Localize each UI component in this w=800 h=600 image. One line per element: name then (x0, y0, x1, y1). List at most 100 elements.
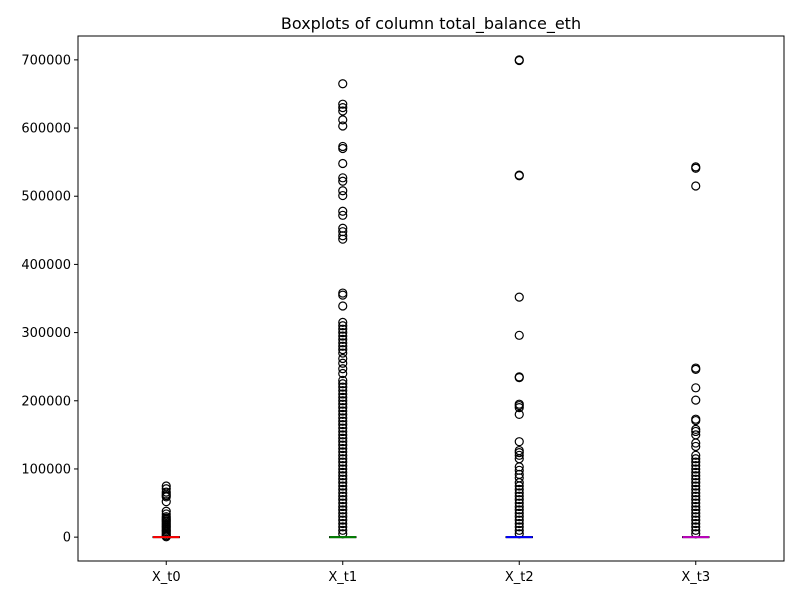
outlier-point (514, 495, 524, 505)
y-tick-label: 500000 (21, 190, 71, 205)
outlier-point (514, 484, 524, 495)
outlier-point (514, 477, 524, 488)
outlier-point (338, 102, 348, 113)
outlier-point (691, 464, 701, 474)
outlier-point (338, 460, 348, 471)
outlier-point (691, 474, 701, 484)
outlier-point (691, 491, 701, 501)
outlier-point (338, 525, 348, 535)
outlier-point (338, 231, 348, 241)
outlier-point (338, 334, 348, 345)
outlier-point (338, 327, 348, 338)
chart-title: Boxplots of column total_balance_eth (281, 14, 581, 34)
y-tick-label: 600000 (21, 122, 71, 137)
outlier-point (161, 497, 171, 507)
outlier-point (691, 450, 701, 460)
outlier-point (338, 437, 348, 447)
outlier-point (338, 416, 348, 426)
outlier-point (338, 396, 348, 406)
outlier-point (338, 341, 348, 351)
outlier-point (338, 186, 348, 196)
outlier-point (514, 330, 524, 340)
outlier-point (338, 79, 348, 89)
outlier-point (338, 471, 348, 481)
outlier-point (338, 368, 348, 379)
outlier-point (338, 406, 348, 416)
outlier-point (338, 158, 348, 169)
outlier-point (691, 457, 701, 467)
axes-frame (77, 35, 785, 562)
outlier-point (514, 55, 524, 66)
outlier-point (338, 457, 348, 467)
outlier-point (338, 488, 348, 498)
outlier-point (514, 402, 524, 413)
outlier-point (338, 467, 348, 477)
outlier-point (691, 488, 701, 498)
outlier-point (338, 348, 348, 358)
outlier-point (338, 115, 348, 125)
outlier-point (338, 301, 348, 311)
outlier-point (338, 501, 348, 512)
plot-area: 0 100000 200000 300000 400000 500000 600000 700… (21, 53, 710, 585)
outlier-point (338, 375, 348, 385)
y-tick-label: 200000 (21, 394, 71, 409)
outlier-point (338, 99, 348, 109)
outlier-point (338, 495, 348, 505)
outlier-point (691, 467, 701, 477)
y-tick-label: 700000 (21, 53, 71, 68)
outlier-point (514, 501, 524, 512)
outlier-point (338, 358, 348, 368)
outlier-point (691, 525, 701, 535)
outlier-point (338, 173, 348, 183)
outlier-point (691, 395, 701, 405)
outlier-point (338, 345, 348, 355)
outlier-point (338, 512, 348, 522)
outlier-point (514, 488, 524, 498)
outlier-point (514, 491, 524, 501)
outlier-point (338, 423, 348, 433)
outlier-point (338, 190, 348, 201)
outlier-point (338, 290, 348, 300)
outlier-point (691, 515, 701, 525)
outlier-point (338, 176, 348, 186)
outlier-point (691, 495, 701, 505)
outlier-point (338, 353, 348, 364)
outlier-point (338, 450, 348, 460)
outlier-point (338, 382, 348, 392)
outlier-point (338, 430, 348, 440)
outlier-point (338, 324, 348, 334)
outlier-point (691, 163, 701, 173)
outlier-point (338, 234, 348, 244)
outlier-point (338, 484, 348, 495)
outlier-point (338, 121, 348, 131)
outlier-point (338, 518, 348, 529)
outlier-point (338, 389, 348, 399)
outlier-point (338, 210, 348, 220)
outlier-point (691, 505, 701, 515)
outlier-point (338, 481, 348, 491)
outlier-point (691, 415, 701, 426)
outlier-point (338, 420, 348, 430)
y-tick-label: 300000 (21, 326, 71, 341)
outlier-point (338, 447, 348, 457)
outlier-point (514, 437, 524, 447)
outlier-point (338, 433, 348, 443)
outlier-point (338, 454, 348, 464)
outlier-point (691, 522, 701, 532)
outlier-point (514, 515, 524, 525)
outlier-point (514, 498, 524, 508)
outlier-point (691, 518, 701, 529)
x-tick-label: X_t1 (328, 570, 357, 585)
outlier-point (691, 460, 701, 471)
outlier-point (514, 508, 524, 518)
y-tick-label: 0 (63, 531, 71, 546)
outlier-point (161, 492, 171, 502)
outlier-point (338, 379, 348, 389)
outlier-point (338, 477, 348, 488)
y-tick-label: 400000 (21, 258, 71, 273)
outlier-point (691, 498, 701, 508)
outlier-point (338, 515, 348, 525)
outlier-point (691, 508, 701, 518)
outlier-point (338, 426, 348, 437)
